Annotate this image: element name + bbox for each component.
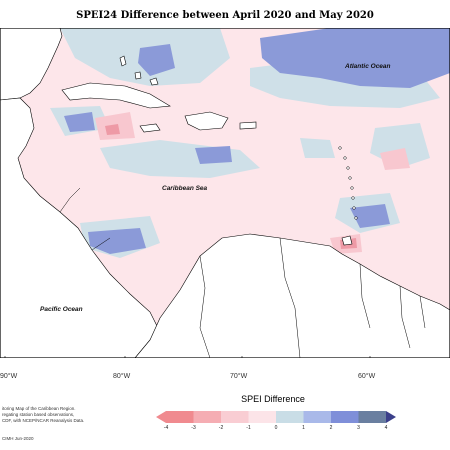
spei-difference-map	[0, 28, 450, 358]
legend-swatch	[248, 411, 276, 423]
country-borders	[59, 187, 426, 358]
legend-tick-label: -4	[163, 425, 169, 431]
legend-tick-label: 1	[302, 425, 305, 431]
legend-title: SPEI Difference	[241, 394, 305, 404]
notes-line-3: CDF, with NCEP/NCAR Reanalysis Data.	[2, 418, 85, 423]
mid-blue-zones	[0, 28, 450, 254]
legend-swatch	[193, 411, 221, 423]
pacific-ocean-label: Pacific Ocean	[40, 306, 83, 313]
legend-tick-label: 2	[329, 425, 333, 431]
credit-text: CIMH Jun-2020	[2, 436, 34, 441]
notes-line-2: regating station based observations,	[2, 412, 75, 417]
legend-arrow-low	[156, 411, 166, 423]
legend-colorbar	[156, 411, 396, 423]
atlantic-ocean-label: Atlantic Ocean	[345, 63, 391, 70]
land-masses	[0, 28, 450, 358]
lon-label-70w: 70°W	[230, 373, 248, 380]
lon-label-80w: 80°W	[113, 373, 131, 380]
legend-arrow-high	[386, 411, 396, 423]
notes-line-1: itoring Map of the Caribbean Region.	[2, 406, 76, 411]
legend-tick-label: -2	[218, 425, 224, 431]
map-title: SPEI24 Difference between April 2020 and…	[76, 10, 374, 21]
caribbean-sea-label: Caribbean Sea	[162, 185, 208, 192]
legend-tick-label: -1	[246, 425, 251, 431]
legend-swatch	[276, 411, 304, 423]
legend-tick-label: -3	[191, 425, 196, 431]
legend-swatch	[358, 411, 386, 423]
lon-label-90w: 90°W	[0, 373, 18, 380]
legend-tick-label: 4	[384, 425, 388, 431]
longitude-ticks	[4, 356, 371, 358]
legend-swatch	[221, 411, 249, 423]
map-notes: itoring Map of the Caribbean Region. reg…	[2, 406, 122, 424]
legend-swatch	[166, 411, 194, 423]
legend-swatch	[303, 411, 331, 423]
legend-tick-label: 0	[274, 425, 278, 431]
lesser-antilles	[338, 146, 358, 220]
legend-tick-label: 3	[357, 425, 360, 431]
legend-swatch	[331, 411, 359, 423]
lon-label-60w: 60°W	[358, 373, 376, 380]
